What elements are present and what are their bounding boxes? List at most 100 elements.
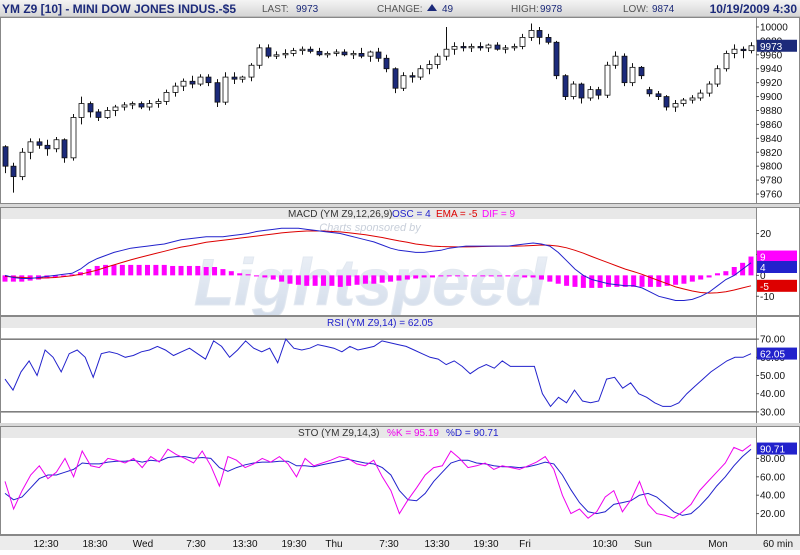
candle: [197, 74, 204, 87]
candle-body: [2, 146, 9, 167]
candle-body: [104, 110, 111, 118]
macd-histogram-bar: [589, 275, 595, 288]
candle-body: [231, 76, 238, 80]
macd-histogram-bar: [52, 275, 58, 278]
candle-body: [19, 151, 26, 178]
last-price-badge-label: 9973: [760, 42, 783, 53]
candle: [494, 42, 501, 51]
candle: [689, 95, 696, 104]
candle: [350, 50, 357, 59]
candle: [629, 63, 636, 87]
candle: [655, 91, 662, 101]
candle-body: [316, 50, 323, 56]
macd-histogram-bar: [186, 265, 192, 276]
candle-body: [163, 92, 170, 102]
candle-body: [36, 141, 43, 146]
candle: [214, 79, 221, 108]
timestamp: 10/19/2009 4:30: [710, 2, 798, 16]
candle: [528, 23, 535, 41]
candle: [748, 42, 755, 54]
candle-body: [273, 54, 280, 57]
candle: [595, 86, 602, 100]
price-panel-frame: [0, 17, 800, 204]
time-label: Wed: [133, 539, 153, 550]
macd-histogram-bar: [505, 275, 511, 277]
macd-histogram-bar: [429, 275, 435, 278]
sto-value-badge: [757, 442, 797, 455]
price-tick-label: 9760: [760, 190, 783, 201]
macd-histogram-bar: [388, 275, 394, 282]
macd-histogram-bar: [103, 264, 109, 276]
candle: [417, 65, 424, 80]
candle: [222, 72, 229, 105]
candle-body: [545, 37, 552, 43]
candle: [95, 109, 102, 121]
candle-body: [180, 80, 187, 87]
candle: [375, 47, 382, 62]
candle-body: [689, 97, 696, 101]
macd-histogram-bar: [362, 275, 368, 284]
macd-tick-label: -10: [760, 292, 775, 303]
candle-body: [265, 47, 272, 57]
candle: [553, 40, 560, 80]
candle: [731, 44, 738, 59]
candle: [511, 43, 518, 51]
candle-body: [511, 46, 518, 49]
macd-plot: [2, 227, 754, 301]
candle: [697, 89, 704, 101]
candle: [138, 101, 145, 110]
candle: [70, 113, 77, 161]
rsi-plot: [1, 338, 756, 413]
time-label: 7:30: [379, 539, 399, 550]
macd-histogram-bar: [664, 275, 670, 286]
change-label: CHANGE:: [377, 4, 423, 15]
candle-body: [604, 64, 611, 96]
candle: [78, 96, 85, 125]
candle: [333, 49, 340, 57]
macd-histogram-bar: [614, 275, 620, 287]
low-label: LOW:: [623, 4, 648, 15]
macd-histogram-bar: [446, 275, 452, 277]
candle-body: [256, 47, 263, 66]
candle-body: [333, 51, 340, 54]
stochastic-plot: [4, 444, 752, 519]
candle-body: [341, 51, 348, 56]
macd-histogram-bar: [119, 264, 125, 276]
last-value: 9973: [296, 4, 319, 15]
candle-body: [417, 68, 424, 78]
price-tick-label: 9960: [760, 50, 783, 61]
candle-body: [638, 66, 645, 77]
candle: [239, 75, 246, 83]
rsi-value-badge: [757, 347, 797, 360]
candle: [36, 138, 43, 149]
sponsor-watermark: Charts sponsored by Lightspeed: [193, 222, 548, 320]
price-tick-label: 9780: [760, 176, 783, 187]
candle-body: [205, 76, 212, 84]
macd-histogram-bar: [69, 274, 75, 276]
candle: [460, 42, 467, 52]
macd-value-badge: [757, 250, 797, 263]
candle: [663, 95, 670, 111]
macd-value-badge-label: 9: [760, 253, 766, 264]
candle-body: [740, 48, 747, 52]
sto-tick-label: 60.00: [760, 472, 785, 483]
price-tick-label: 9880: [760, 106, 783, 117]
candle-body: [672, 103, 679, 108]
candle-body: [460, 46, 467, 49]
macd-histogram-bar: [203, 267, 209, 276]
macd-histogram-bar: [228, 271, 234, 276]
macd-histogram-bar: [253, 275, 259, 277]
candle-body: [392, 68, 399, 89]
macd-histogram-bar: [471, 275, 477, 277]
macd-value-badge: [757, 261, 797, 273]
candle: [638, 65, 645, 80]
candle: [316, 47, 323, 57]
candle-body: [358, 53, 365, 57]
candle-body: [383, 57, 390, 70]
rsi-tick-label: 50.00: [760, 371, 785, 382]
candle: [392, 67, 399, 94]
last-price-badge: [757, 39, 797, 52]
macd-histogram-bar: [212, 267, 218, 276]
interval-label[interactable]: 60 min: [763, 539, 793, 550]
candle: [562, 74, 569, 101]
